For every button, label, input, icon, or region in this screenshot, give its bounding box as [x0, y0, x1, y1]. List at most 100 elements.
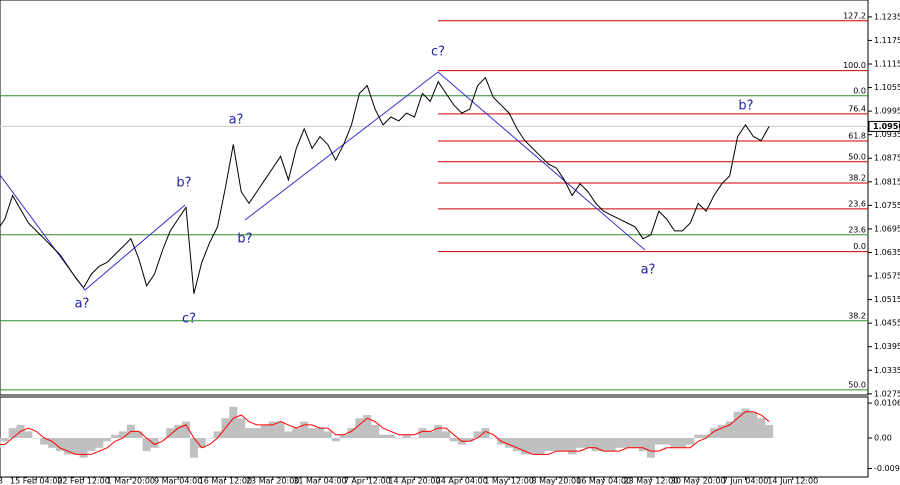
histogram-bar — [702, 434, 711, 438]
histogram-bar — [315, 428, 324, 438]
y-tick-label: 1.0395 — [874, 342, 900, 351]
histogram-bar — [725, 421, 734, 438]
histogram-bar — [402, 434, 411, 438]
histogram-bar — [174, 424, 183, 438]
histogram-bar — [189, 437, 198, 458]
y-tick-label: 1.1115 — [874, 60, 900, 69]
fib-label: 76.4 — [848, 104, 866, 113]
y-tick-label: -0.0093 — [874, 464, 900, 473]
histogram-bar — [394, 437, 403, 439]
histogram-bar — [182, 421, 190, 438]
histogram-bar — [410, 437, 419, 439]
fib-label: 23.6 — [848, 225, 866, 234]
wave-label: c? — [182, 312, 196, 327]
histogram-bar — [741, 408, 750, 438]
histogram-bar — [371, 424, 380, 438]
signal-line — [0, 411, 770, 455]
wave-label: a? — [75, 297, 90, 312]
histogram-bar — [8, 428, 17, 438]
y-tick-label: 1.0335 — [874, 366, 900, 375]
histogram-bar — [489, 437, 498, 439]
histogram-bar — [276, 421, 285, 438]
histogram-bar — [765, 424, 774, 438]
histogram-bar — [379, 434, 387, 438]
histogram-bar — [213, 431, 222, 438]
histogram-bar — [87, 437, 96, 452]
fib-label: 127.2 — [843, 11, 866, 20]
fib-label: 50.0 — [848, 380, 866, 389]
wave-label: b? — [176, 176, 191, 191]
histogram-bar — [205, 437, 214, 439]
y-tick-label: 1.0935 — [874, 130, 900, 139]
wave-label: c? — [431, 45, 445, 60]
wave-label: a? — [229, 113, 244, 128]
histogram-bar — [355, 418, 364, 438]
x-tick-label: 16 May 04:00 — [576, 477, 631, 485]
histogram-bar — [552, 437, 561, 452]
x-tick-label: 14 Apr 20:00 — [388, 477, 440, 485]
x-tick-label: 23 Mar 20:00 — [246, 477, 299, 485]
histogram-bar — [252, 428, 261, 438]
wave-line — [0, 174, 186, 291]
histogram-bar — [709, 428, 718, 438]
histogram-bar — [528, 437, 537, 455]
histogram-bar — [292, 428, 301, 438]
y-tick-label: 1.0815 — [874, 177, 900, 186]
histogram-bar — [245, 428, 254, 438]
x-tick-label: 15 Feb 04:00 — [10, 477, 62, 485]
wave-label: b? — [738, 99, 753, 114]
histogram-bar — [95, 437, 104, 448]
histogram-bar — [733, 411, 742, 438]
histogram-bar — [134, 431, 143, 438]
y-tick-label: 1.0515 — [874, 295, 900, 304]
histogram-bar — [694, 434, 703, 438]
x-tick-label: 1 May 12:00 — [484, 477, 534, 485]
histogram-bar — [560, 437, 569, 452]
histogram-bar — [229, 406, 238, 438]
y-tick-label: 0.01065 — [874, 399, 900, 408]
y-tick-label: 1.0635 — [874, 248, 900, 257]
last-price-box — [868, 120, 900, 132]
histogram-bar — [339, 434, 348, 438]
histogram-bar — [631, 437, 640, 448]
x-tick-label: 16 Mar 12:00 — [199, 477, 252, 485]
histogram-bar — [717, 424, 726, 438]
y-tick-label: 1.0755 — [874, 201, 900, 210]
histogram-bar — [363, 415, 372, 438]
histogram-bar — [71, 437, 80, 455]
histogram-bar — [434, 424, 443, 438]
y-tick-label: 1.0575 — [874, 272, 900, 281]
x-tick-label: 24 Apr 04:00 — [436, 477, 488, 485]
histogram-bar — [386, 434, 395, 438]
y-tick-label: 1.1235 — [874, 12, 900, 21]
histogram-bar — [662, 437, 671, 445]
main-pane — [0, 0, 869, 396]
histogram-bar — [40, 437, 49, 445]
histogram-bar — [615, 437, 624, 448]
histogram-bar — [512, 437, 521, 452]
x-tick-label: 9 Mar 04:00 — [154, 477, 202, 485]
histogram-bar — [142, 437, 151, 452]
histogram-bar — [749, 411, 758, 438]
histogram-bar — [583, 437, 592, 448]
histogram-bar — [670, 437, 679, 448]
histogram-bar — [623, 437, 632, 448]
histogram-bar — [150, 437, 159, 448]
fib-label: 100.0 — [843, 61, 866, 70]
y-tick-label: 0.00 — [874, 433, 892, 442]
histogram-bar — [646, 437, 655, 458]
histogram-bar — [481, 428, 490, 438]
histogram-bar — [284, 431, 293, 438]
histogram-bar — [686, 437, 695, 445]
x-tick-label: 30 May 20:00 — [671, 477, 726, 485]
fib-label: 38.2 — [848, 311, 866, 320]
histogram-bar — [166, 428, 175, 438]
oscillator-pane — [0, 396, 869, 478]
wave-line — [244, 71, 646, 251]
fib-label: 38.2 — [848, 173, 866, 182]
histogram-bar — [32, 437, 41, 439]
histogram-bar — [576, 437, 584, 448]
y-tick-label: 1.0275 — [874, 389, 900, 398]
histogram-bar — [418, 428, 427, 438]
